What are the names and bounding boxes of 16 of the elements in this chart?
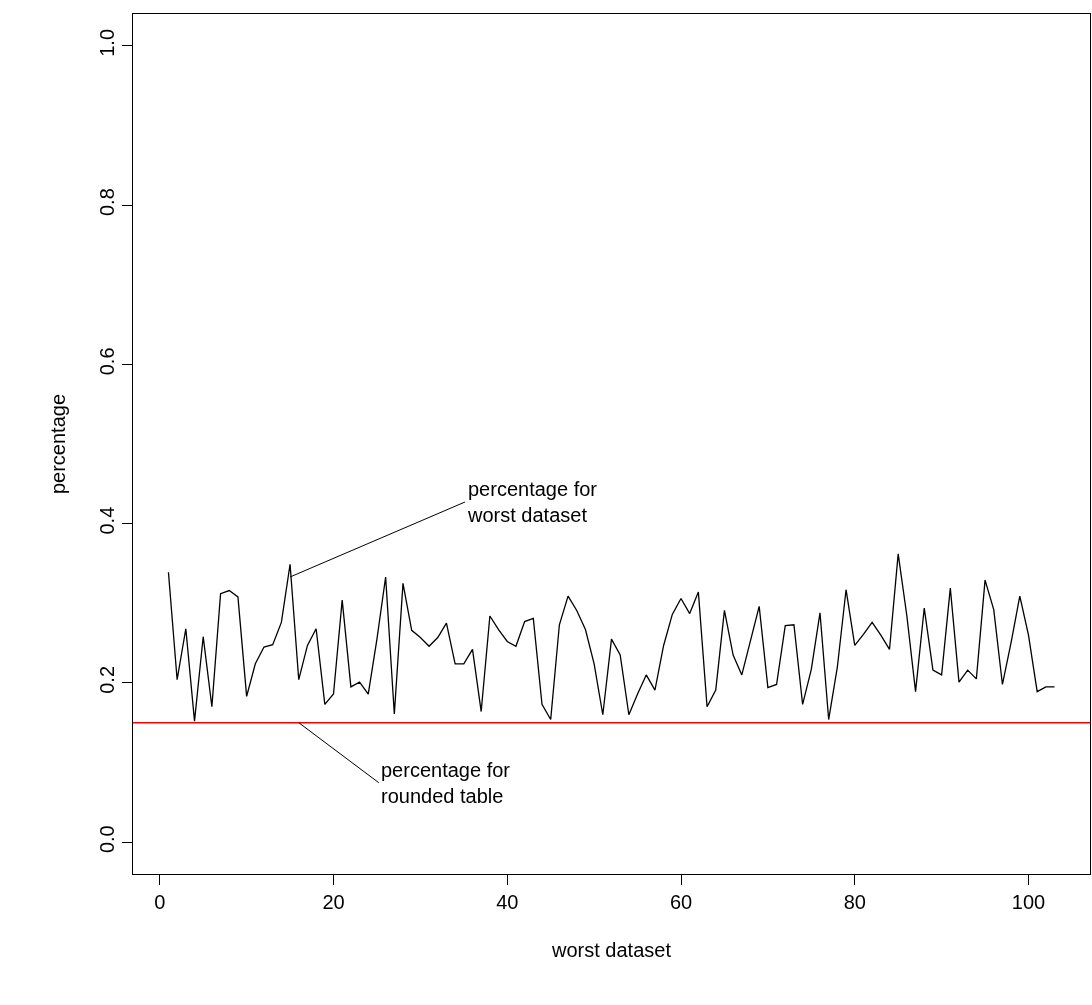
x-tick-label: 0 <box>154 891 166 913</box>
x-tick-label: 100 <box>1011 891 1046 913</box>
y-tick-label: 0.0 <box>96 825 118 854</box>
annotation: percentage for rounded table <box>381 759 511 807</box>
x-axis-title: worst dataset <box>551 938 672 961</box>
y-tick-label: 1.0 <box>96 28 118 57</box>
x-tick-label: 80 <box>843 891 866 913</box>
x-tick-label: 60 <box>669 891 693 913</box>
annotation: percentage for worst dataset <box>467 478 598 526</box>
y-tick-label: 0.2 <box>96 665 118 694</box>
y-axis-title: percentage <box>46 393 69 495</box>
x-tick-label: 20 <box>322 891 345 913</box>
y-tick-label: 0.8 <box>96 188 118 217</box>
x-tick-label: 40 <box>496 891 519 913</box>
y-tick-label: 0.6 <box>96 347 118 376</box>
y-tick-label: 0.4 <box>96 506 118 535</box>
